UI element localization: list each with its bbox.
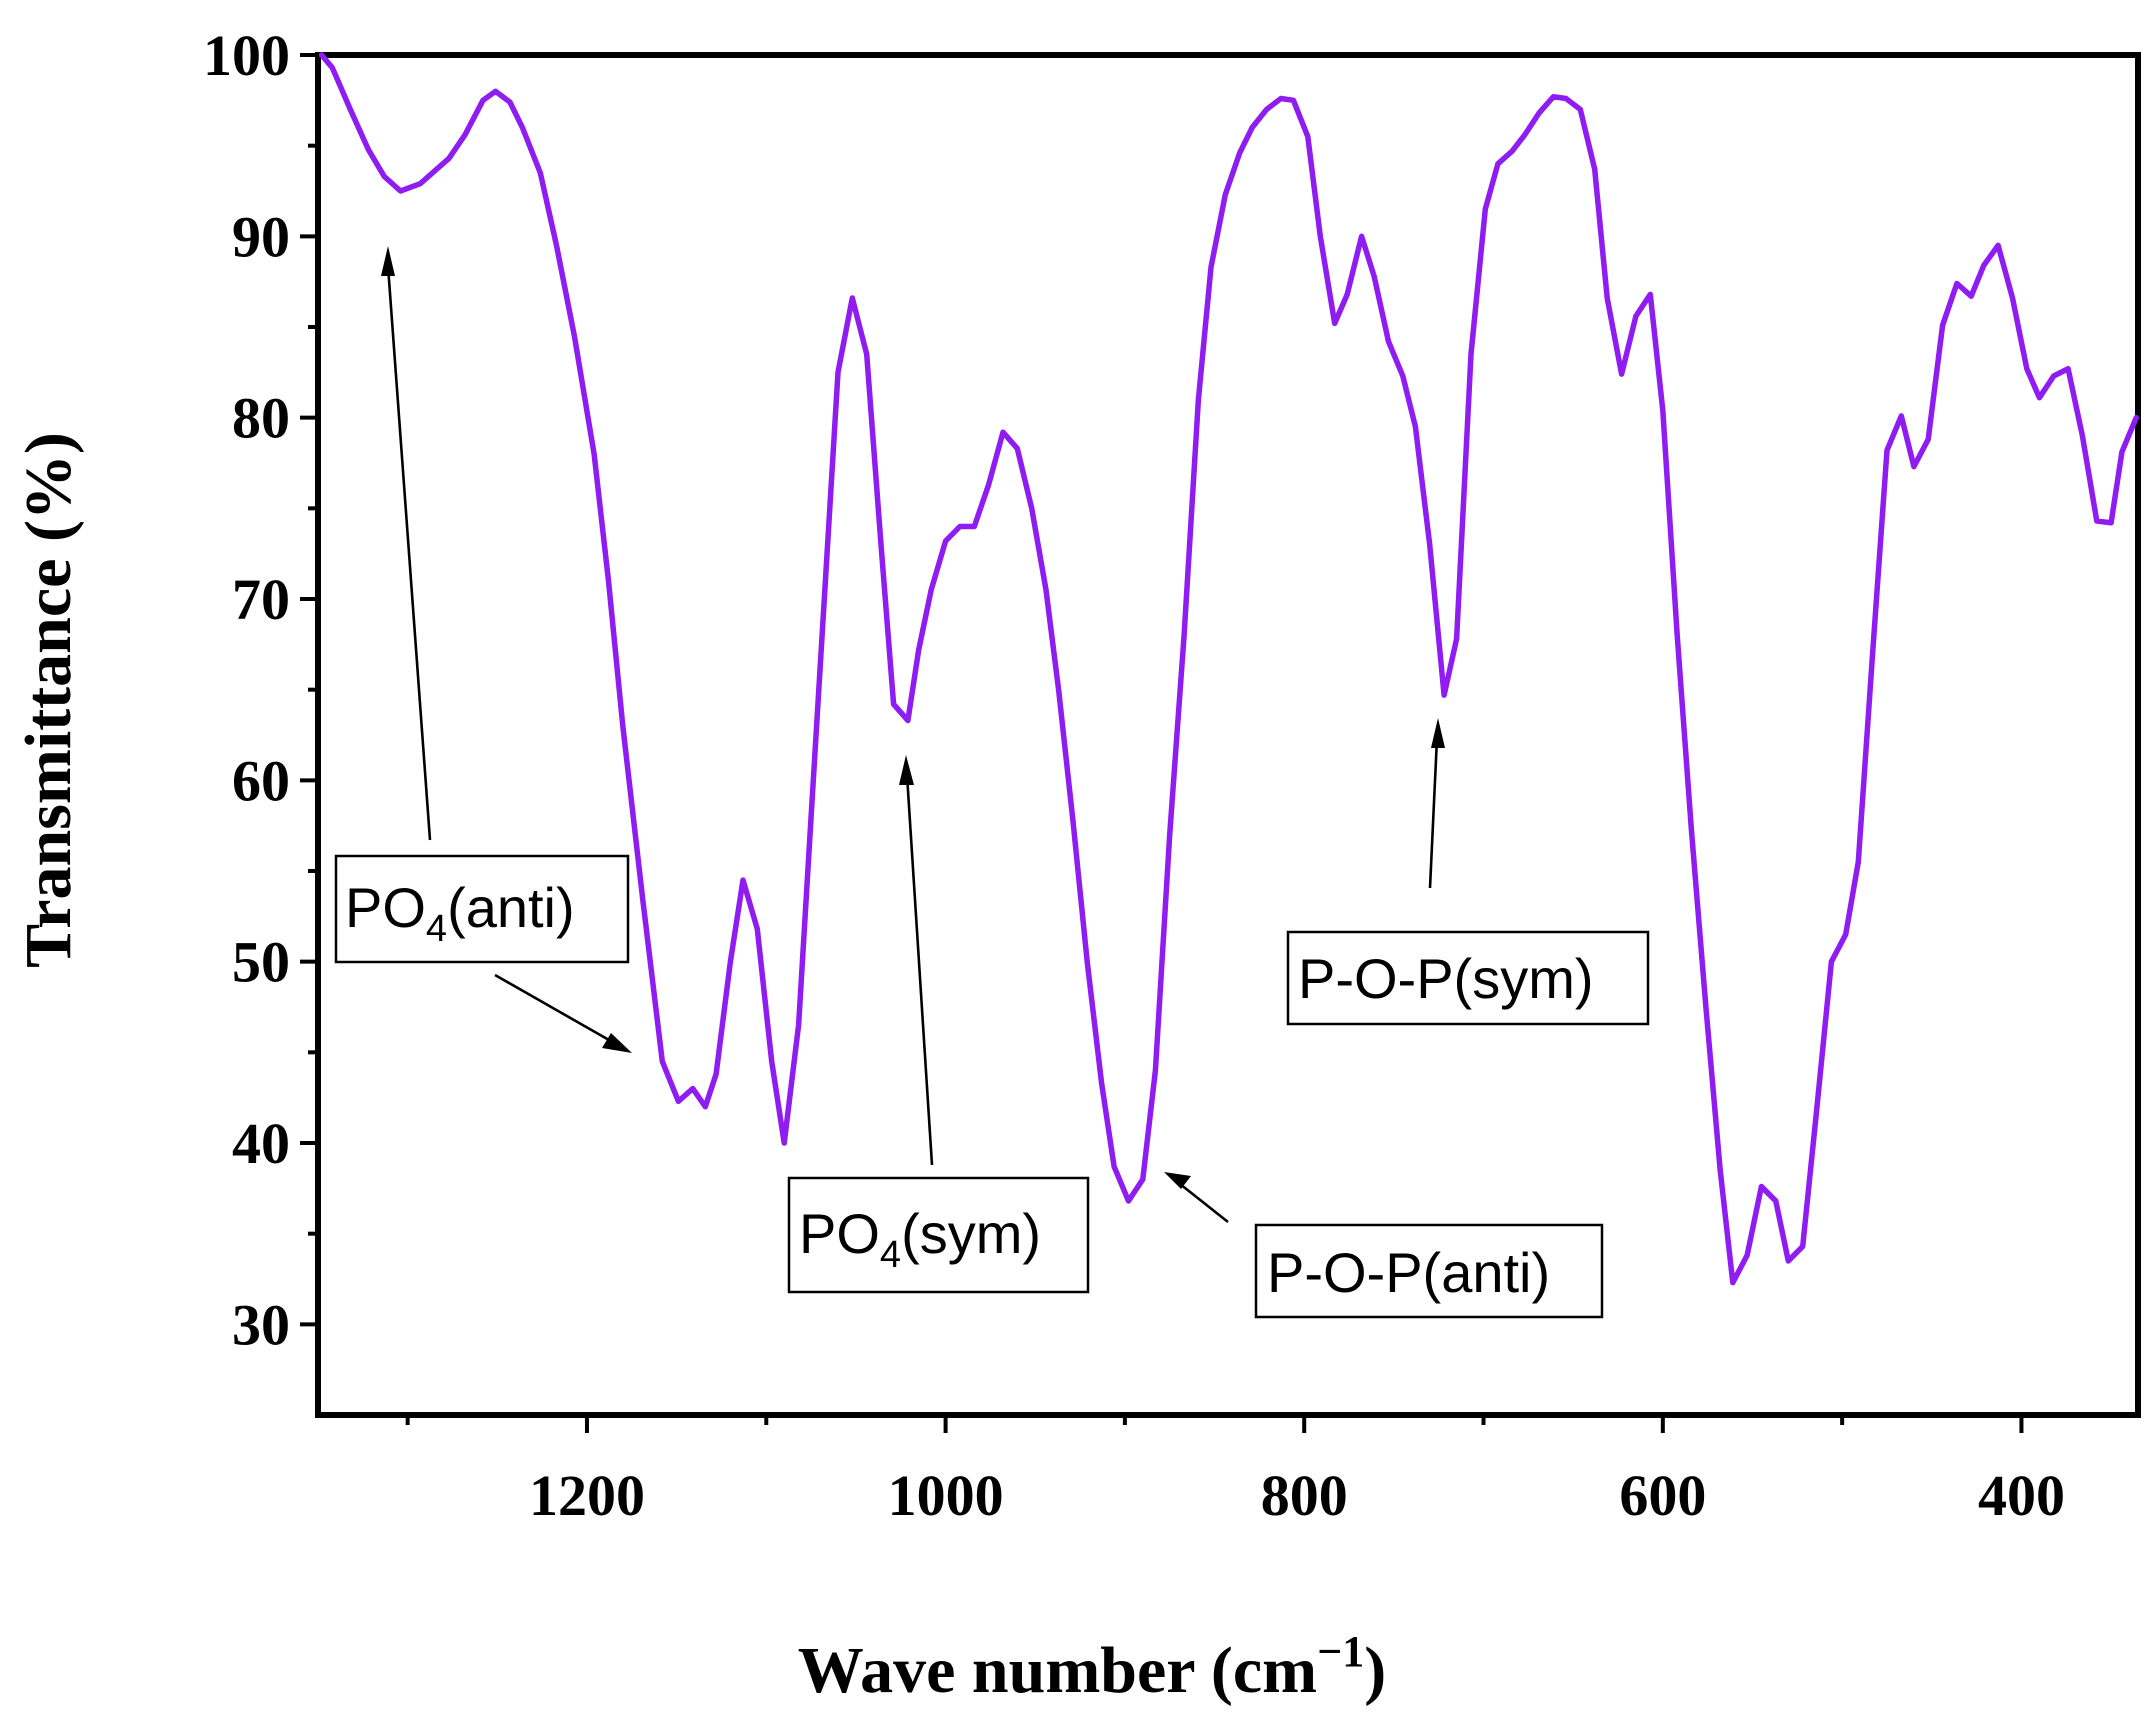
annotation-po4-anti: PO4(anti) — [334, 246, 632, 1053]
x-tick-label: 1000 — [888, 1463, 1004, 1528]
plot-frame — [315, 52, 2141, 1418]
x-tick-label: 600 — [1619, 1463, 1706, 1528]
annotation-subscript: 4 — [426, 908, 447, 950]
series-layer — [318, 52, 2139, 1286]
annotation-suffix: (anti) — [447, 876, 575, 939]
y-tick-label: 50 — [232, 930, 290, 995]
y-axis-ticks: 30 40 50 60 70 80 90 100 — [203, 23, 318, 1357]
annotation-label: PO — [345, 876, 426, 939]
y-tick-label: 90 — [232, 204, 290, 269]
y-tick-label: 30 — [232, 1292, 290, 1357]
annotation-label: PO — [799, 1202, 880, 1265]
annotation-subscript: 4 — [880, 1234, 901, 1276]
y-tick-label: 100 — [203, 23, 290, 88]
svg-text:PO4(anti): PO4(anti) — [345, 876, 575, 950]
x-axis-ticks: 1200 1000 800 600 400 — [405, 1415, 2065, 1528]
y-tick-label: 60 — [232, 748, 290, 813]
y-axis-title: Transmittance (%) — [12, 432, 85, 968]
annotation-pop-anti: P-O-P(anti) — [1164, 1172, 1604, 1319]
annotation-pop-sym: P-O-P(sym) — [1286, 718, 1650, 1026]
x-tick-label: 1200 — [529, 1463, 645, 1528]
annotation-po4-sym: PO4(sym) — [787, 755, 1090, 1294]
annotation-suffix: (sym) — [901, 1202, 1041, 1265]
y-tick-label: 40 — [232, 1111, 290, 1176]
y-tick-label: 80 — [232, 386, 290, 451]
y-tick-label: 70 — [232, 567, 290, 632]
svg-text:PO4(sym): PO4(sym) — [799, 1202, 1041, 1276]
series-line-spectrum — [318, 52, 2139, 1286]
x-tick-label: 800 — [1261, 1463, 1348, 1528]
svg-text:P-O-P(anti): P-O-P(anti) — [1267, 1241, 1550, 1304]
x-axis-title: Wave number (cm−1) — [798, 1627, 1386, 1707]
svg-text:P-O-P(sym): P-O-P(sym) — [1298, 947, 1594, 1010]
x-tick-label: 400 — [1978, 1463, 2065, 1528]
x-axis-title-superscript: −1 — [1317, 1627, 1364, 1676]
